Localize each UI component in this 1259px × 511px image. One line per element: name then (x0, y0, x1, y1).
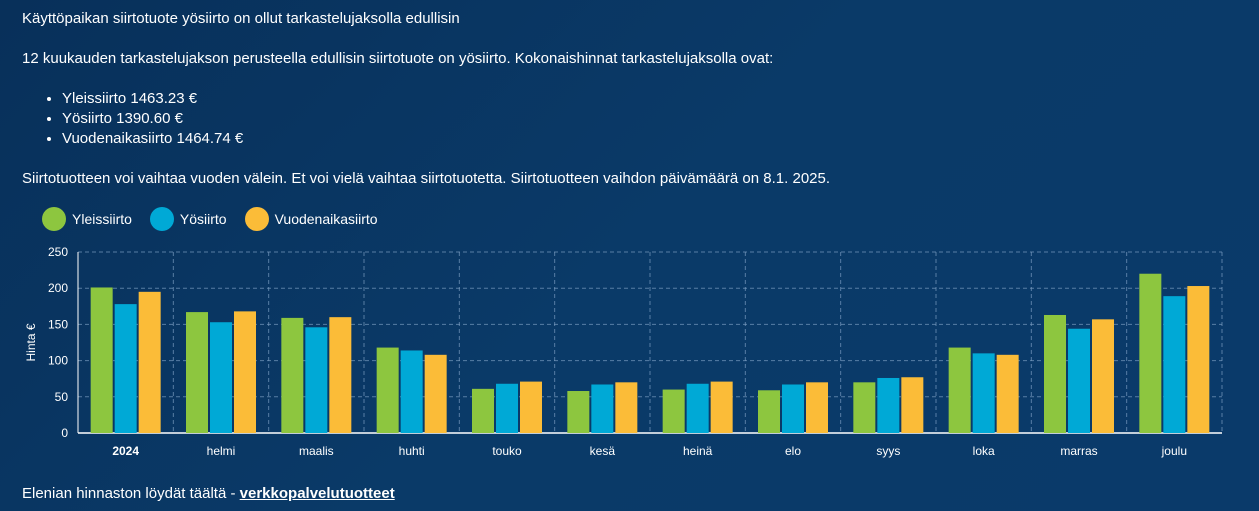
total-vuodenaikasiirto: Vuodenaikasiirto 1464.74 € (62, 129, 243, 149)
y-tick-label: 50 (55, 390, 69, 404)
bar (1187, 286, 1210, 433)
x-tick-label: joulu (1161, 444, 1187, 458)
x-tick-label: marras (1060, 444, 1097, 458)
bar (1139, 273, 1162, 433)
bar (424, 354, 447, 433)
bar (1044, 314, 1066, 433)
bar (305, 327, 328, 433)
y-tick-label: 0 (61, 426, 68, 440)
intro-text: 12 kuukauden tarkastelujakson perusteell… (22, 50, 774, 67)
bar (662, 389, 685, 433)
bar (281, 317, 304, 433)
bar (567, 391, 590, 433)
total-yleissiirto: Yleissiirto 1463.23 € (62, 89, 243, 109)
bar (782, 384, 804, 433)
bar (901, 377, 924, 433)
bar (138, 291, 161, 433)
footer-text: Elenian hinnaston löydät täältä - (22, 485, 240, 502)
x-tick-label: helmi (207, 444, 236, 458)
x-tick-label: touko (492, 444, 522, 458)
y-axis-title: Hinta € (24, 323, 38, 361)
x-tick-label: elo (785, 444, 801, 458)
legend-item-yosiirto[interactable]: Yösiirto (149, 207, 227, 231)
legend-item-yleissiirto[interactable]: Yleissiirto (42, 207, 132, 231)
x-tick-label: loka (973, 444, 995, 458)
x-tick-label: heinä (683, 444, 713, 458)
bar (400, 350, 423, 433)
bar (114, 304, 137, 433)
bar (877, 377, 900, 433)
bar (186, 312, 208, 433)
bar (234, 311, 256, 433)
x-tick-label: 2024 (112, 444, 139, 458)
bar (996, 354, 1019, 433)
x-tick-label: kesä (590, 444, 616, 458)
bar (1092, 319, 1114, 433)
headline: Käyttöpaikan siirtotuote yösiirto on oll… (22, 10, 460, 27)
bar (615, 382, 638, 433)
x-tick-label: maalis (299, 444, 334, 458)
change-note: Siirtotuotteen voi vaihtaa vuoden välein… (22, 170, 831, 187)
legend-label-yosiirto: Yösiirto (179, 211, 227, 227)
x-tick-label: syys (876, 444, 900, 458)
x-tick-label: huhti (399, 444, 425, 458)
bar (376, 347, 399, 433)
legend-swatch-vuodenaikasiirto (244, 207, 269, 231)
footer: Elenian hinnaston löydät täältä - verkko… (22, 485, 395, 502)
legend-swatch-yosiirto (149, 207, 174, 231)
bar (496, 383, 518, 433)
y-tick-label: 250 (48, 245, 68, 259)
bar (758, 390, 780, 433)
bar (90, 287, 113, 433)
bar (329, 317, 352, 433)
bar (472, 388, 494, 433)
bar (948, 347, 971, 433)
legend-label-vuodenaikasiirto: Vuodenaikasiirto (274, 211, 378, 227)
legend-label-yleissiirto: Yleissiirto (72, 211, 132, 227)
bar (806, 382, 828, 433)
legend-swatch-yleissiirto (42, 207, 66, 231)
bar (972, 353, 995, 433)
bar (1068, 328, 1090, 433)
bar (853, 382, 876, 433)
chart-legend: Yleissiirto Yösiirto Vuodenaikasiirto (42, 207, 396, 231)
bar (686, 383, 709, 433)
bar (1163, 296, 1186, 433)
y-tick-label: 200 (48, 281, 68, 295)
bar (210, 322, 232, 433)
bar (520, 381, 542, 433)
y-tick-label: 150 (48, 317, 68, 331)
bar (710, 381, 733, 433)
pricelist-link[interactable]: verkkopalvelutuotteet (239, 485, 395, 502)
totals-list: Yleissiirto 1463.23 € Yösiirto 1390.60 €… (22, 89, 243, 149)
legend-item-vuodenaikasiirto[interactable]: Vuodenaikasiirto (244, 207, 378, 231)
y-tick-label: 100 (48, 354, 68, 368)
total-yosiirto: Yösiirto 1390.60 € (62, 109, 243, 129)
bar (591, 384, 614, 433)
